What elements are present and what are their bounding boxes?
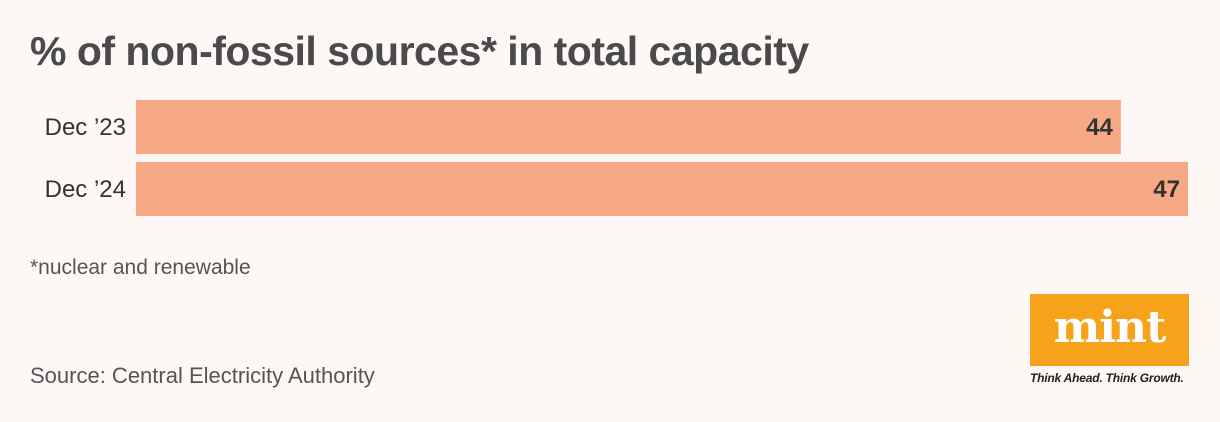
category-label: Dec ’23 xyxy=(45,114,126,141)
bar xyxy=(136,162,1188,216)
mint-logo: mint xyxy=(1030,294,1189,366)
bar-value-label: 47 xyxy=(1153,176,1180,203)
bar-value-label: 44 xyxy=(1086,114,1113,141)
source-note: Source: Central Electricity Authority xyxy=(30,363,375,388)
chart-title: % of non-fossil sources* in total capaci… xyxy=(30,28,809,74)
category-label: Dec ’24 xyxy=(45,176,126,203)
logo-wordmark: mint xyxy=(1053,302,1167,353)
bar xyxy=(136,100,1121,154)
footnote: *nuclear and renewable xyxy=(30,256,251,279)
logo-tagline: Think Ahead. Think Growth. xyxy=(1030,371,1184,385)
bar-chart: Dec ’23 44 Dec ’24 47 xyxy=(45,100,1188,216)
